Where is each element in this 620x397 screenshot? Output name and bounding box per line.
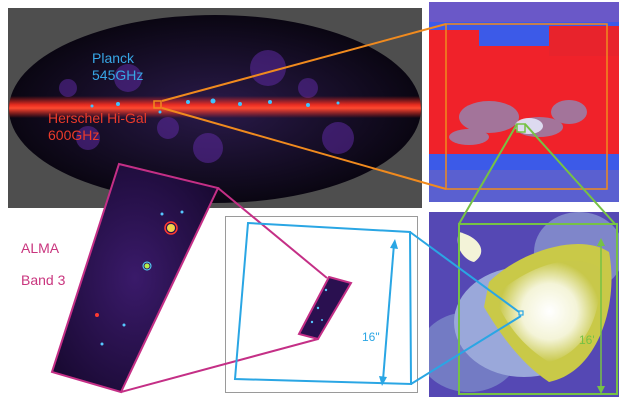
zoom-box-green bbox=[516, 123, 526, 133]
planck-label-line1: Planck bbox=[92, 50, 135, 66]
planck-label: Planck 545GHz bbox=[92, 50, 143, 84]
cyan-connector-bottom bbox=[410, 315, 522, 385]
planck-label-line2: 545GHz bbox=[92, 67, 144, 83]
green-connector-right bbox=[524, 123, 616, 225]
alma-mini-field bbox=[297, 275, 353, 341]
dust-zoom-outline bbox=[458, 223, 618, 395]
zoom-scale-label: 16' bbox=[579, 333, 595, 347]
zoom-box-cyan bbox=[518, 310, 524, 316]
herschel-zoom-panel bbox=[429, 2, 619, 202]
orange-connector-bottom bbox=[161, 107, 447, 190]
orange-connector-top bbox=[161, 23, 447, 102]
alma-image bbox=[52, 164, 218, 392]
alma-label-line2: Band 3 bbox=[21, 272, 66, 288]
schematic-frame bbox=[225, 216, 418, 393]
alma-label: ALMA Band 3 bbox=[21, 232, 65, 296]
alma-label-line1: ALMA bbox=[21, 240, 60, 256]
herschel-label: Herschel Hi-Gal 600GHz bbox=[48, 110, 147, 144]
herschel-label-line1: Herschel Hi-Gal bbox=[48, 110, 147, 126]
dust-zoom-panel: 16' bbox=[429, 212, 619, 397]
magenta-connector-top bbox=[217, 187, 328, 279]
scale-bar-cyan bbox=[382, 243, 395, 381]
herschel-zoom-outline bbox=[445, 23, 608, 190]
all-sky-map bbox=[9, 15, 421, 203]
magenta-connector-bottom bbox=[120, 338, 319, 393]
alma-sources bbox=[95, 210, 184, 346]
dust-zoom-image bbox=[429, 212, 619, 397]
herschel-label-line2: 600GHz bbox=[48, 127, 100, 143]
all-sky-map-panel: Planck 545GHz Herschel Hi-Gal 600GHz bbox=[8, 8, 422, 208]
herschel-zoom-image bbox=[429, 2, 619, 202]
green-connector-left bbox=[458, 123, 518, 225]
cyan-connector-top bbox=[409, 231, 520, 313]
alma-scale-label: 16" bbox=[362, 330, 380, 344]
zoom-box-orange bbox=[153, 100, 162, 109]
galactic-plane bbox=[9, 96, 421, 118]
